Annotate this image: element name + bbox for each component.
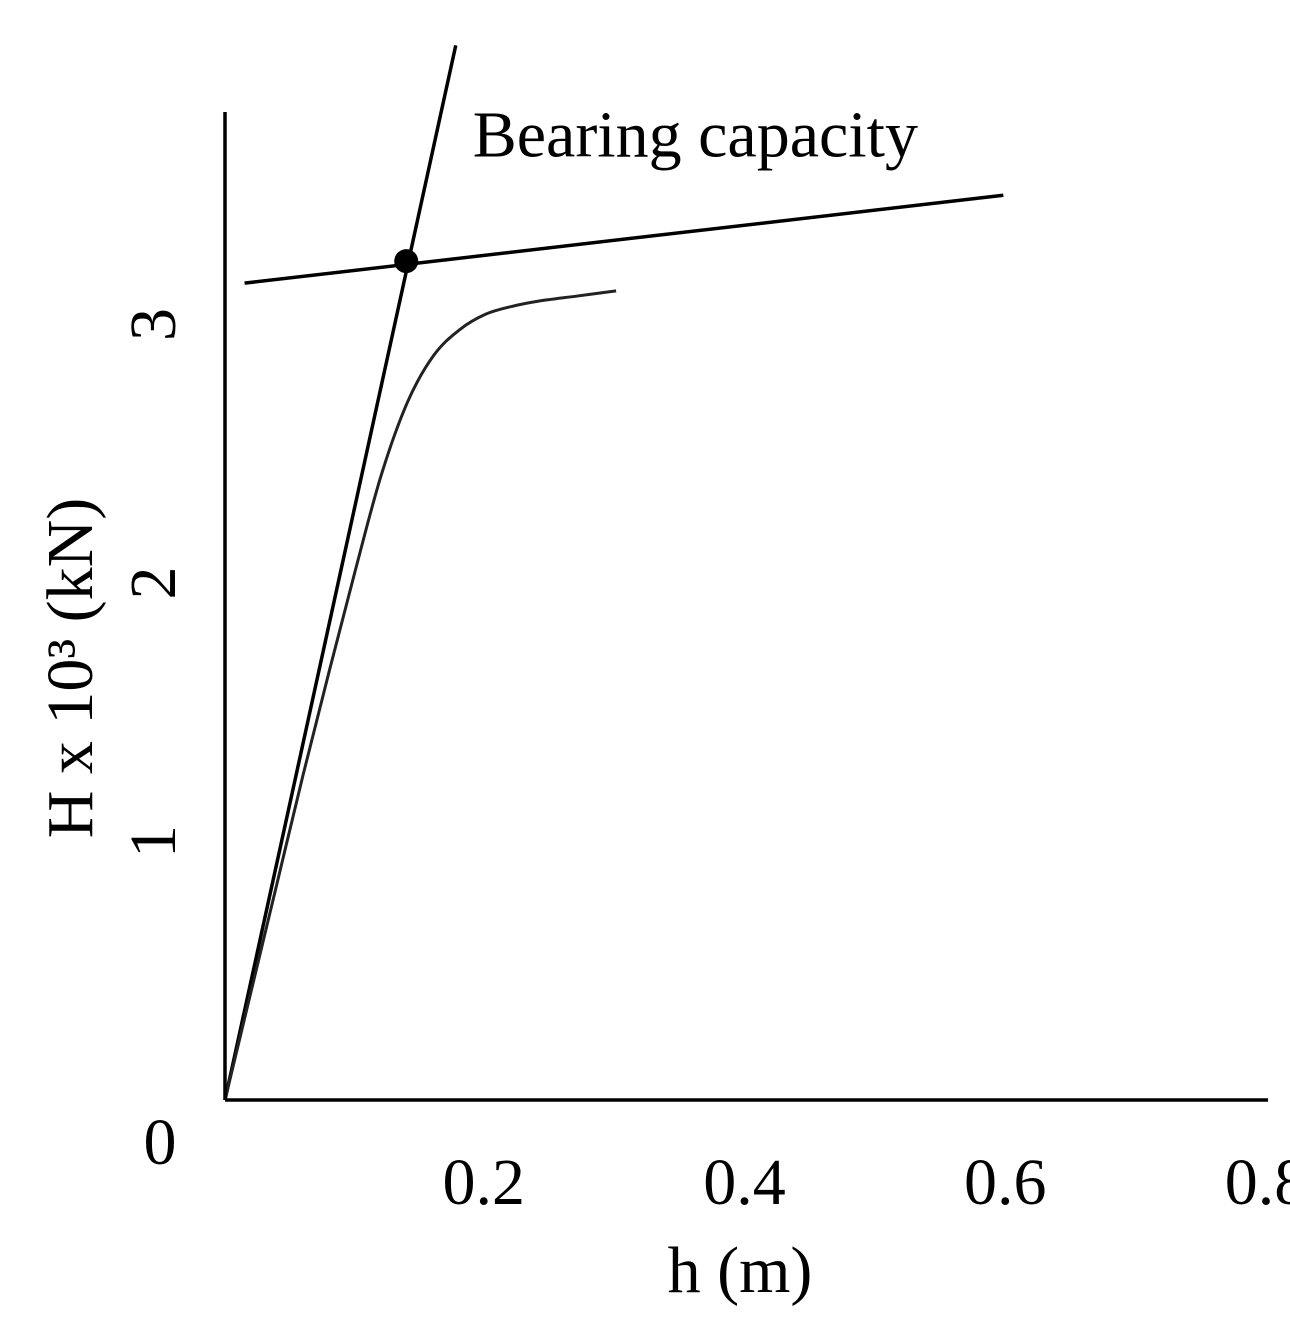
x-tick-label: 0.4	[703, 1146, 786, 1219]
x-tick-label: 0.8	[1225, 1146, 1290, 1219]
x-tick-label: 0.6	[964, 1146, 1047, 1219]
y-axis-title: H x 10³ (kN)	[34, 498, 107, 839]
origin-label: 0	[144, 1106, 177, 1179]
axes	[223, 112, 1268, 1102]
x-axis-title: h (m)	[668, 1234, 813, 1307]
y-tick-label: 1	[117, 825, 190, 858]
y-tick-label: 3	[117, 308, 190, 341]
bearing-capacity-point	[394, 249, 419, 274]
final-tangent-line	[244, 193, 1004, 285]
x-tick-label: 0.2	[443, 1146, 526, 1219]
initial-tangent-line	[223, 44, 458, 1101]
bearing-capacity-annotation: Bearing capacity	[473, 98, 918, 171]
chart-labels: h (m) H x 10³ (kN) 0 0.2 0.4 0.6 0.8 1 2 3 Bear…	[34, 98, 1290, 1307]
load-settlement-curve	[223, 289, 617, 1101]
plot-area	[223, 44, 1004, 1101]
y-tick-label: 2	[117, 567, 190, 600]
